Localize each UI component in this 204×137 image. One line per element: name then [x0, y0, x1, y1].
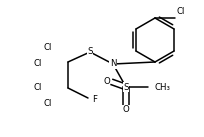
Text: O: O — [122, 105, 129, 115]
Text: CH₃: CH₃ — [154, 82, 170, 92]
Text: Cl: Cl — [43, 44, 52, 52]
Text: Cl: Cl — [33, 59, 42, 68]
Text: F: F — [92, 95, 96, 105]
Text: S: S — [87, 48, 92, 56]
Text: Cl: Cl — [43, 99, 52, 108]
Text: Cl: Cl — [176, 6, 184, 15]
Text: N: N — [109, 59, 116, 68]
Text: O: O — [103, 78, 110, 86]
Text: Cl: Cl — [33, 83, 42, 92]
Text: S: S — [123, 82, 128, 92]
